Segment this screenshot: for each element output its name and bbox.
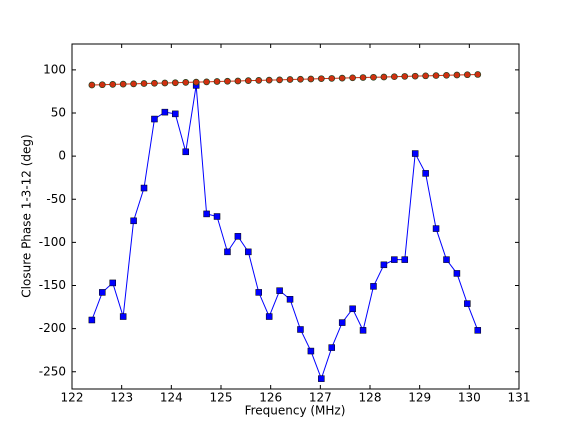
marker bbox=[151, 115, 158, 123]
marker bbox=[297, 75, 304, 83]
y-axis-label: Closure Phase 1-3-12 (deg) bbox=[20, 134, 34, 297]
marker bbox=[318, 375, 325, 382]
marker bbox=[140, 184, 148, 192]
marker bbox=[349, 74, 356, 82]
marker bbox=[161, 108, 169, 116]
marker bbox=[234, 77, 242, 85]
marker bbox=[443, 256, 450, 263]
marker bbox=[119, 313, 127, 320]
marker bbox=[192, 78, 200, 86]
marker bbox=[338, 319, 346, 326]
series-line bbox=[91, 85, 479, 381]
x-tick-label: 123 bbox=[110, 391, 133, 405]
marker bbox=[213, 78, 221, 85]
plot-frame bbox=[71, 43, 520, 390]
marker bbox=[255, 77, 263, 84]
x-axis-label: Frequency (MHz) bbox=[245, 404, 346, 418]
marker bbox=[349, 305, 356, 313]
marker bbox=[203, 78, 210, 86]
y-tick-label: -150 bbox=[39, 278, 66, 292]
marker bbox=[401, 73, 409, 80]
y-tick-label: -200 bbox=[39, 321, 66, 335]
marker bbox=[182, 79, 190, 86]
marker bbox=[130, 217, 137, 225]
marker bbox=[307, 75, 315, 83]
marker bbox=[463, 71, 471, 79]
marker bbox=[172, 110, 179, 118]
marker bbox=[119, 80, 127, 88]
marker bbox=[474, 327, 482, 334]
marker bbox=[224, 77, 231, 85]
marker bbox=[171, 79, 179, 87]
x-tick-label: 125 bbox=[210, 391, 233, 405]
y-tick-label: -100 bbox=[39, 235, 66, 249]
x-tick-label: 127 bbox=[309, 391, 332, 405]
marker bbox=[182, 148, 189, 156]
marker bbox=[380, 261, 388, 269]
marker bbox=[411, 72, 419, 80]
y-tick-label: -250 bbox=[39, 364, 66, 378]
marker bbox=[370, 283, 377, 290]
marker bbox=[99, 289, 106, 296]
marker bbox=[307, 347, 315, 355]
marker bbox=[151, 79, 158, 87]
series-line bbox=[91, 73, 478, 86]
marker bbox=[390, 73, 398, 81]
marker bbox=[432, 225, 440, 232]
marker bbox=[338, 74, 346, 82]
marker bbox=[88, 81, 96, 89]
marker bbox=[464, 300, 471, 307]
y-tick-label: 0 bbox=[58, 149, 66, 163]
marker bbox=[422, 170, 429, 177]
marker bbox=[109, 279, 116, 287]
y-tick-label: -50 bbox=[46, 192, 66, 206]
x-tick-label: 126 bbox=[259, 391, 282, 405]
x-tick-label: 130 bbox=[458, 391, 481, 405]
marker bbox=[359, 327, 367, 334]
marker bbox=[432, 72, 440, 79]
marker bbox=[411, 150, 419, 157]
marker bbox=[401, 256, 409, 263]
marker bbox=[453, 270, 461, 277]
marker bbox=[140, 80, 148, 87]
marker bbox=[286, 296, 294, 303]
marker bbox=[161, 79, 169, 87]
marker bbox=[453, 71, 461, 79]
marker bbox=[88, 316, 96, 324]
marker bbox=[244, 77, 252, 85]
x-tick-label: 131 bbox=[508, 391, 531, 405]
marker bbox=[265, 76, 273, 84]
marker bbox=[276, 287, 283, 294]
marker bbox=[255, 289, 262, 296]
marker bbox=[474, 71, 482, 78]
x-tick-label: 128 bbox=[359, 391, 382, 405]
marker bbox=[276, 76, 283, 84]
x-tick-label: 129 bbox=[408, 391, 431, 405]
marker bbox=[422, 72, 429, 80]
marker bbox=[98, 81, 106, 89]
x-tick-label: 124 bbox=[160, 391, 183, 405]
marker bbox=[328, 75, 336, 82]
marker bbox=[213, 213, 221, 220]
marker bbox=[203, 210, 210, 218]
y-tick-label: 50 bbox=[51, 106, 66, 120]
marker bbox=[297, 326, 304, 333]
marker bbox=[359, 74, 367, 81]
marker bbox=[286, 76, 294, 83]
y-tick-label: 100 bbox=[43, 62, 66, 76]
marker bbox=[443, 71, 450, 79]
marker bbox=[317, 75, 325, 83]
marker bbox=[234, 233, 242, 240]
marker bbox=[224, 248, 231, 256]
marker bbox=[370, 73, 377, 81]
marker bbox=[109, 81, 117, 88]
marker bbox=[328, 344, 336, 351]
marker bbox=[391, 256, 398, 263]
x-tick-label: 122 bbox=[61, 391, 84, 405]
marker bbox=[245, 248, 252, 256]
marker bbox=[265, 313, 273, 320]
marker bbox=[130, 80, 137, 88]
marker bbox=[380, 73, 388, 81]
